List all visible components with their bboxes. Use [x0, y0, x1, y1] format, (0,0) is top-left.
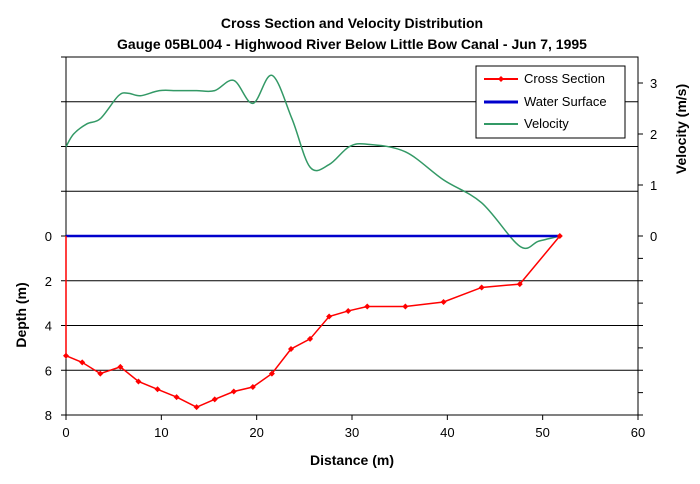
cross-section-point: [154, 386, 161, 393]
x-tick-label: 30: [345, 425, 359, 440]
grid: [66, 101, 638, 371]
cross-section-point: [63, 352, 69, 359]
y-axis-right-label: Velocity (m/s): [673, 84, 689, 174]
x-tick-label: 10: [154, 425, 168, 440]
cross-section-point: [135, 378, 142, 385]
velocity-tick-label: 2: [650, 127, 657, 142]
cross-section-point: [326, 313, 333, 320]
legend-velocity-label: Velocity: [524, 116, 569, 131]
cross-section-point: [268, 370, 275, 377]
depth-tick-label: 0: [45, 229, 52, 244]
cross-section-point: [79, 359, 86, 366]
x-tick-label: 60: [631, 425, 645, 440]
cross-section-point: [230, 388, 237, 395]
cross-section-point: [211, 396, 218, 403]
cross-section-point: [307, 335, 314, 342]
cross-section-point: [440, 299, 447, 306]
depth-tick-label: 6: [45, 363, 52, 378]
velocity-tick-label: 1: [650, 178, 657, 193]
depth-tick-label: 8: [45, 408, 52, 423]
cross-section-point: [556, 233, 563, 239]
legend-cross-section-label: Cross Section: [524, 71, 605, 86]
legend-cross-section-marker: [498, 76, 504, 82]
x-tick-label: 40: [440, 425, 454, 440]
depth-tick-label: 2: [45, 274, 52, 289]
depth-tick-label: 4: [45, 319, 52, 334]
cross-section-point: [364, 303, 371, 310]
cross-section-point: [516, 281, 523, 288]
cross-section-point: [402, 303, 409, 310]
velocity-line: [65, 74, 561, 250]
x-tick-label: 50: [535, 425, 549, 440]
cross-section-point: [478, 284, 485, 291]
cross-section-point: [193, 404, 200, 411]
cross-section-point: [345, 307, 352, 314]
y-axis-left-label: Depth (m): [13, 282, 29, 347]
legend: Cross Section Water Surface Velocity: [475, 65, 626, 139]
cross-section-line: [65, 235, 561, 408]
velocity-tick-label: 3: [650, 76, 657, 91]
cross-section-point: [173, 394, 180, 401]
x-tick-label: 20: [249, 425, 263, 440]
x-axis-label: Distance (m): [310, 452, 394, 468]
chart-title: Cross Section and Velocity Distribution: [221, 15, 483, 31]
cross-section-point: [117, 363, 124, 370]
cross-section-point: [287, 345, 294, 352]
x-tick-label: 0: [62, 425, 69, 440]
cross-section-point: [249, 384, 256, 391]
series-layer: [63, 74, 563, 411]
chart-subtitle: Gauge 05BL004 - Highwood River Below Lit…: [117, 36, 587, 52]
legend-water-surface-label: Water Surface: [524, 94, 607, 109]
velocity-tick-label: 0: [650, 229, 657, 244]
cross-section-point: [97, 370, 104, 377]
